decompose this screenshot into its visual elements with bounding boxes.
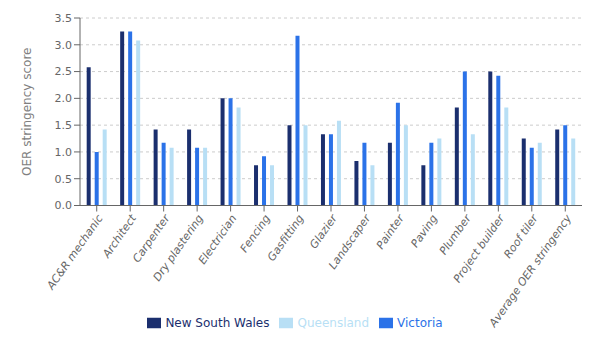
svg-text:Plumber: Plumber <box>436 212 474 258</box>
svg-text:Average OER stringency: Average OER stringency <box>486 212 574 330</box>
svg-text:Carpenter: Carpenter <box>130 212 173 265</box>
svg-text:3.0: 3.0 <box>55 39 73 52</box>
svg-text:3.5: 3.5 <box>55 12 73 25</box>
svg-text:Fencing: Fencing <box>238 212 273 255</box>
html-text:New South Wales: New South Wales <box>165 315 270 330</box>
svg-text:Glazier: Glazier <box>307 211 341 251</box>
svg-text:Painter: Painter <box>374 211 408 252</box>
svg-text:2.0: 2.0 <box>55 92 73 105</box>
svg-text:Paving: Paving <box>408 212 440 250</box>
svg-text:2.5: 2.5 <box>55 65 73 78</box>
svg-text:1.0: 1.0 <box>55 146 73 159</box>
html-text:Victoria: Victoria <box>397 315 443 330</box>
svg-text:Landscaper: Landscaper <box>326 211 374 272</box>
svg-text:Architect: Architect <box>100 212 140 261</box>
svg-text:0.0: 0.0 <box>55 199 73 212</box>
svg-text:OER stringency score: OER stringency score <box>20 48 34 176</box>
svg-text:AC&R mechanic: AC&R mechanic <box>44 212 106 293</box>
svg-text:Roof tiler: Roof tiler <box>501 212 541 261</box>
svg-text:1.5: 1.5 <box>55 119 73 132</box>
svg-text:Electrician: Electrician <box>196 212 240 267</box>
svg-text:0.5: 0.5 <box>55 173 73 186</box>
html-text:Queensland: Queensland <box>297 315 370 330</box>
svg-text:Gasfitting: Gasfitting <box>265 212 306 263</box>
svg-text:Dry plastering: Dry plastering <box>151 212 206 283</box>
svg-text:Project builder: Project builder <box>451 211 508 285</box>
